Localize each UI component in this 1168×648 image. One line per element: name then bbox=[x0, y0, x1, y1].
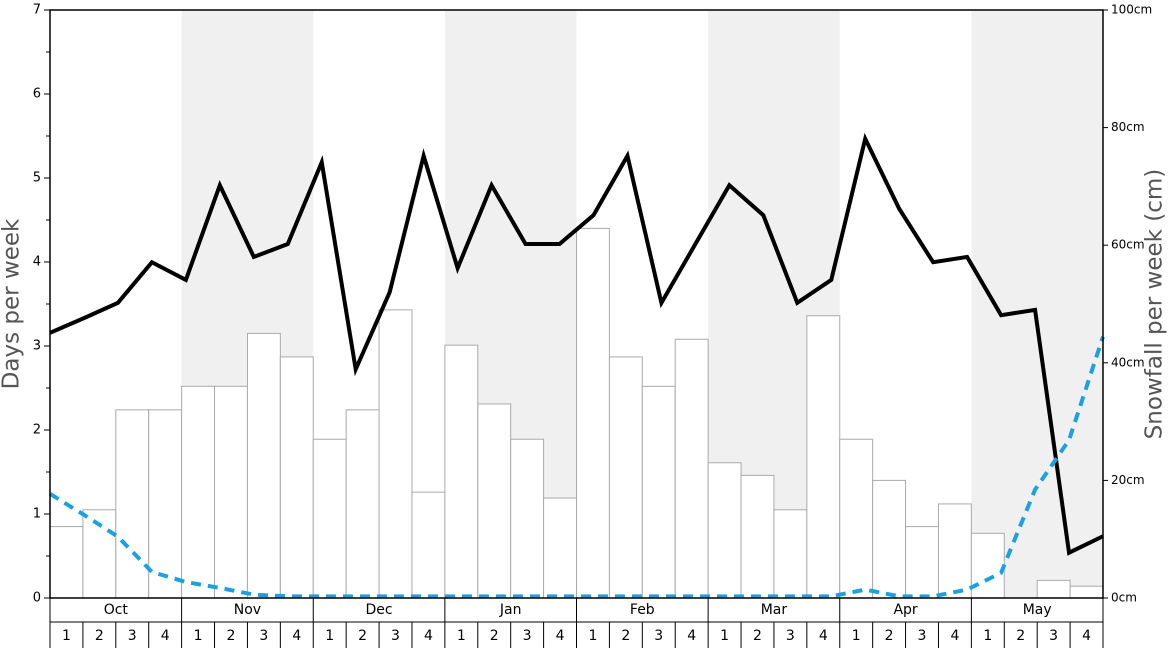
x-tick-label: 4 bbox=[950, 628, 959, 644]
month-label: Nov bbox=[234, 602, 261, 618]
y-tick-label: 7 bbox=[33, 3, 41, 18]
month-label: Apr bbox=[893, 602, 917, 618]
y2-tick-label: 60cm bbox=[1111, 238, 1145, 252]
x-tick-label: 2 bbox=[490, 628, 499, 644]
y2-tick-label: 20cm bbox=[1111, 473, 1145, 487]
bar bbox=[477, 403, 512, 599]
x-tick-label: 1 bbox=[588, 628, 597, 644]
bar bbox=[1036, 579, 1071, 599]
y-tick-label: 0 bbox=[33, 591, 41, 606]
x-tick-label: 3 bbox=[1049, 628, 1058, 644]
bar bbox=[872, 479, 907, 599]
x-tick-label: 2 bbox=[621, 628, 630, 644]
bar bbox=[740, 474, 775, 599]
y-axis-title: Days per week bbox=[0, 218, 25, 389]
x-tick-label: 3 bbox=[523, 628, 532, 644]
month-label: Dec bbox=[366, 602, 393, 618]
bar bbox=[839, 438, 874, 599]
x-tick-label: 4 bbox=[424, 628, 433, 644]
y2-tick-label: 100cm bbox=[1111, 3, 1152, 17]
x-tick-label: 3 bbox=[259, 628, 268, 644]
bar bbox=[345, 409, 380, 599]
bar bbox=[148, 409, 183, 599]
bar bbox=[608, 356, 643, 599]
dashed-line bbox=[48, 336, 1105, 599]
x-tick-label: 3 bbox=[654, 628, 663, 644]
x-tick-label: 2 bbox=[227, 628, 236, 644]
bar bbox=[214, 385, 248, 599]
bar bbox=[937, 503, 972, 599]
bar bbox=[115, 409, 150, 599]
x-tick-label: 4 bbox=[556, 628, 565, 644]
x-tick-label: 2 bbox=[885, 628, 894, 644]
bar bbox=[773, 509, 808, 599]
bar bbox=[181, 385, 216, 599]
y-tick-label: 2 bbox=[33, 423, 41, 438]
bar bbox=[246, 332, 281, 599]
x-tick-label: 3 bbox=[786, 628, 795, 644]
x-tick-label: 4 bbox=[292, 628, 301, 644]
month-label: May bbox=[1023, 602, 1052, 618]
x-tick-label: 4 bbox=[687, 628, 696, 644]
bar bbox=[707, 462, 742, 599]
x-tick-label: 4 bbox=[161, 628, 170, 644]
x-tick-label: 2 bbox=[1016, 628, 1025, 644]
month-label: Jan bbox=[499, 602, 522, 618]
x-tick-label: 1 bbox=[983, 628, 992, 644]
y-tick-label: 6 bbox=[33, 87, 41, 102]
bar bbox=[576, 227, 610, 599]
month-band bbox=[971, 10, 1103, 598]
bar bbox=[49, 526, 84, 599]
x-tick-label: 3 bbox=[128, 628, 137, 644]
y-tick-label: 5 bbox=[33, 171, 41, 186]
x-tick-label: 1 bbox=[194, 628, 203, 644]
x-tick-label: 4 bbox=[1082, 628, 1091, 644]
bar bbox=[674, 338, 709, 599]
bar bbox=[279, 356, 314, 599]
x-tick-label: 1 bbox=[720, 628, 729, 644]
y-tick-label: 3 bbox=[33, 339, 41, 354]
month-label: Feb bbox=[630, 602, 655, 618]
y2-tick-label: 40cm bbox=[1111, 355, 1145, 369]
bar bbox=[411, 491, 446, 599]
y-tick-label: 4 bbox=[33, 255, 41, 270]
month-label: Mar bbox=[761, 602, 788, 618]
x-tick-label: 4 bbox=[819, 628, 828, 644]
bar bbox=[905, 526, 939, 599]
line bbox=[49, 132, 1104, 556]
bar bbox=[312, 438, 347, 599]
bar bbox=[510, 438, 545, 599]
x-tick-label: 1 bbox=[62, 628, 71, 644]
bar bbox=[543, 497, 577, 599]
month-label: Oct bbox=[104, 602, 129, 618]
y2-tick-label: 80cm bbox=[1111, 120, 1145, 134]
bar bbox=[1069, 585, 1104, 599]
bar bbox=[444, 344, 479, 599]
bar bbox=[806, 315, 841, 599]
y2-axis-title: Snowfall per week (cm) bbox=[1142, 169, 1168, 440]
x-tick-label: 1 bbox=[325, 628, 334, 644]
x-tick-label: 1 bbox=[457, 628, 466, 644]
y-tick-label: 1 bbox=[33, 507, 41, 522]
bar bbox=[641, 385, 676, 599]
bar bbox=[378, 309, 413, 599]
bar bbox=[970, 532, 1005, 599]
x-tick-label: 2 bbox=[753, 628, 762, 644]
y2-tick-label: 0cm bbox=[1111, 591, 1137, 605]
x-tick-label: 1 bbox=[852, 628, 861, 644]
x-tick-label: 3 bbox=[918, 628, 927, 644]
x-tick-label: 2 bbox=[358, 628, 367, 644]
x-tick-label: 3 bbox=[391, 628, 400, 644]
x-tick-label: 2 bbox=[95, 628, 104, 644]
